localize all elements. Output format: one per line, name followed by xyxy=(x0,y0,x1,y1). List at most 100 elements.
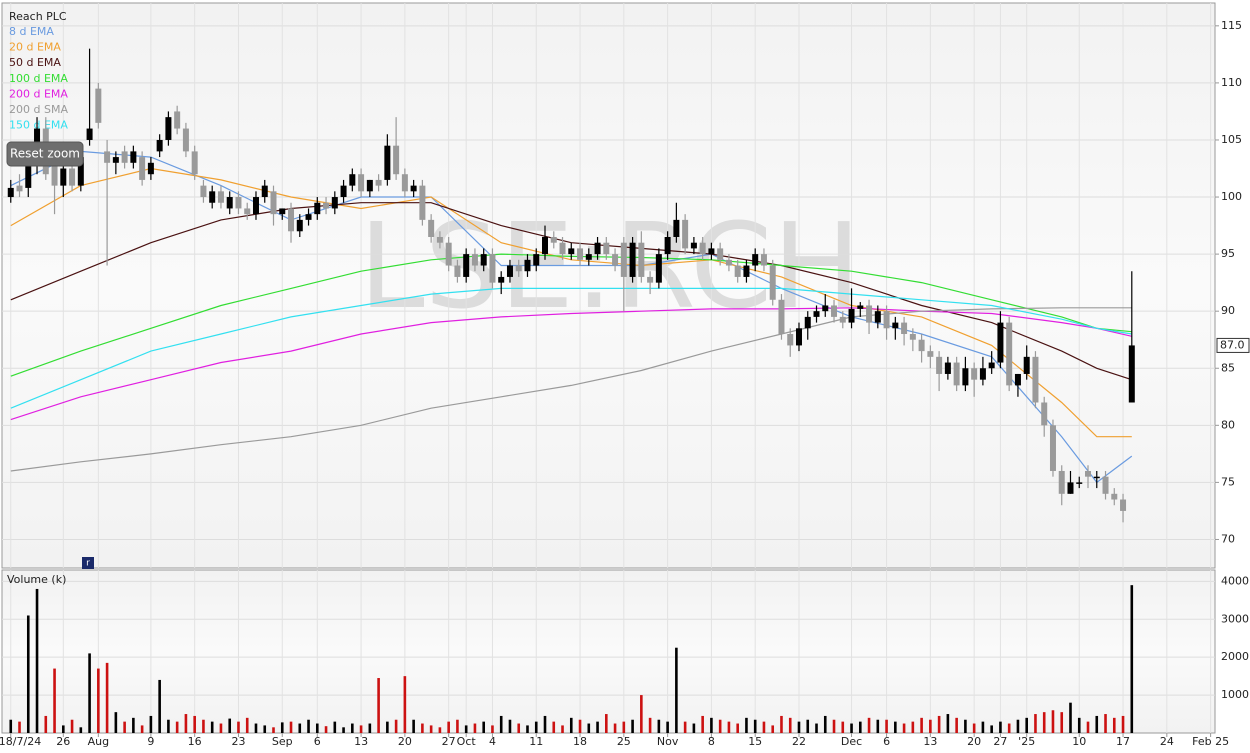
volume-bar xyxy=(858,721,862,733)
x-tick-label: 11 xyxy=(529,735,543,748)
volume-bar xyxy=(631,719,634,733)
candle-body xyxy=(419,185,426,220)
candle-body xyxy=(866,305,873,323)
volume-bar xyxy=(753,719,757,733)
volume-bar xyxy=(333,721,337,733)
volume-bar xyxy=(403,676,407,733)
candle-body xyxy=(848,308,855,323)
volume-bar xyxy=(1121,715,1125,733)
candle-body xyxy=(550,236,557,243)
volume-bar xyxy=(88,653,91,733)
candle-body xyxy=(506,265,513,277)
x-tick-label: 18 xyxy=(573,735,587,748)
x-tick-label: 23 xyxy=(231,735,245,748)
volume-bar xyxy=(972,723,976,733)
volume-bar xyxy=(97,668,100,733)
candle-body xyxy=(25,157,32,188)
y-tick-label: 105 xyxy=(1221,133,1242,146)
candle-body xyxy=(156,139,163,152)
ma-line xyxy=(10,307,1132,421)
candle-body xyxy=(927,351,934,357)
last-price-label: 87.0 xyxy=(1220,338,1245,351)
candle-body xyxy=(979,368,986,380)
candle-body xyxy=(428,219,435,237)
y-tick-label: 115 xyxy=(1221,19,1242,32)
volume-bar xyxy=(1007,723,1011,733)
volume-bar xyxy=(272,727,275,733)
y-tick-label: 95 xyxy=(1221,247,1235,260)
volume-bar xyxy=(981,721,985,733)
ma-line xyxy=(10,287,1132,409)
candle-body xyxy=(1023,356,1030,374)
x-tick-label: 10 xyxy=(1072,735,1086,748)
candle-body xyxy=(121,151,128,163)
volume-bar xyxy=(237,721,240,733)
reset-zoom-label[interactable]: Reset zoom xyxy=(10,147,80,161)
volume-bar xyxy=(806,719,810,733)
x-tick-label: Oct xyxy=(457,735,477,748)
candle-body xyxy=(585,254,592,260)
volume-bar xyxy=(955,717,958,733)
volume-bar xyxy=(499,715,503,733)
volume-bar xyxy=(587,723,591,733)
candle-body xyxy=(918,339,925,352)
volume-bar xyxy=(561,725,564,733)
volume-bar xyxy=(307,719,310,733)
volume-bar xyxy=(745,717,748,733)
candle-body xyxy=(795,328,802,346)
x-tick-label: 20 xyxy=(967,735,981,748)
volume-bar xyxy=(202,719,205,733)
candle-body xyxy=(1076,482,1083,484)
volume-bar xyxy=(245,717,249,733)
candle-body xyxy=(445,242,452,266)
volume-bar xyxy=(280,722,284,733)
x-tick-label: 20 xyxy=(398,735,412,748)
volume-bar xyxy=(937,715,941,733)
volume-bar xyxy=(788,717,792,733)
candle-body xyxy=(235,197,242,209)
candle-body xyxy=(244,208,251,215)
volume-bar xyxy=(35,588,39,733)
volume-bar xyxy=(473,723,477,733)
candle-body xyxy=(1120,499,1127,511)
x-tick-label: 25 xyxy=(617,735,631,748)
x-tick-label: 8 xyxy=(708,735,715,748)
volume-bar xyxy=(386,721,389,733)
volume-bar xyxy=(123,721,126,733)
volume-bar xyxy=(613,723,617,733)
candle-body xyxy=(261,185,268,198)
candle-body xyxy=(104,151,111,163)
volume-bar xyxy=(1112,717,1116,733)
candle-body xyxy=(305,214,312,220)
volume-bar xyxy=(70,719,74,733)
volume-bar xyxy=(1060,712,1064,733)
candle-body xyxy=(778,299,785,335)
candle-body xyxy=(51,162,58,186)
legend-label: 20 d EMA xyxy=(9,41,61,54)
candle-body xyxy=(182,128,189,152)
reset-zoom-bg[interactable] xyxy=(6,141,84,167)
candle-body xyxy=(191,151,198,175)
legend-label: 100 d EMA xyxy=(9,72,68,85)
candle-body xyxy=(682,219,689,249)
candle-body xyxy=(340,185,347,198)
volume-bar xyxy=(1095,715,1099,733)
candle-body xyxy=(883,311,890,329)
candle-body xyxy=(331,197,338,209)
volume-bar xyxy=(438,727,442,733)
candle-body xyxy=(217,191,224,203)
volume-bar xyxy=(543,715,547,733)
volume-bar xyxy=(964,719,967,733)
candle-body xyxy=(314,202,321,215)
volume-bar xyxy=(228,718,232,733)
volume-bar xyxy=(534,721,538,733)
volume-bar xyxy=(482,721,485,733)
volume-bar xyxy=(1016,719,1020,733)
volume-bar xyxy=(1104,714,1107,733)
reset-zoom-button[interactable]: Reset zoom xyxy=(6,141,84,167)
x-tick-label: 18/7/24 xyxy=(0,735,41,748)
candle-body xyxy=(270,191,277,215)
candle-body xyxy=(252,197,259,215)
candle-body xyxy=(664,236,671,255)
candle-body xyxy=(384,145,391,180)
